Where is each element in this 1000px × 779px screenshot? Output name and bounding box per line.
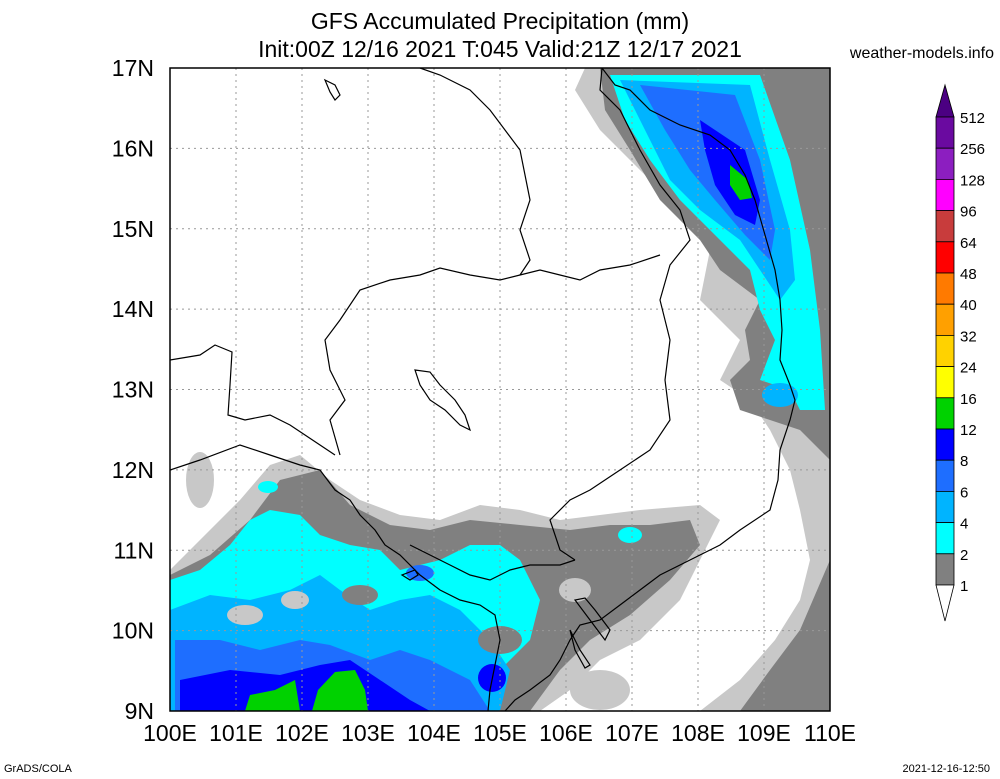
- legend-label: 12: [960, 422, 977, 439]
- title-line-1: GFS Accumulated Precipitation (mm): [310, 8, 690, 34]
- lon-tick-label: 107E: [605, 720, 659, 746]
- lat-tick-label: 9N: [125, 698, 154, 724]
- legend-label: 128: [960, 172, 985, 189]
- precip-area-16mm-coast: [730, 165, 752, 200]
- border-laos-thailand: [419, 68, 531, 276]
- coastline-vietnam-central: [504, 68, 796, 711]
- map-grid: [170, 68, 830, 711]
- legend-swatch: [935, 428, 955, 461]
- footer-timestamp: 2021-12-16-12:50: [902, 763, 990, 775]
- precip-patch-gray-3: [342, 585, 378, 605]
- legend-swatch: [935, 210, 955, 243]
- legend-label: 40: [960, 297, 977, 314]
- legend-swatch: [935, 178, 955, 211]
- legend-label: 4: [960, 516, 968, 533]
- lon-tick-label: 109E: [737, 720, 791, 746]
- legend-label: 256: [960, 141, 985, 158]
- legend-label: 6: [960, 484, 968, 501]
- legend-swatch: [935, 147, 955, 180]
- lon-tick-label: 104E: [407, 720, 461, 746]
- legend-swatch: [935, 241, 955, 274]
- legend-label: 32: [960, 328, 977, 345]
- coastline-mekong-delta: [573, 597, 611, 642]
- legend-label: 1: [960, 578, 968, 595]
- precip-patch-gray-7: [570, 670, 630, 710]
- island-north-lake: [323, 78, 341, 101]
- border-thailand-west: [170, 344, 336, 456]
- legend-top-arrow: [935, 83, 955, 118]
- legend-label: 512: [960, 110, 985, 127]
- map-boundaries: [170, 68, 796, 711]
- lat-tick-label: 11N: [114, 537, 155, 563]
- lon-tick-label: 103E: [341, 720, 395, 746]
- lat-tick-label: 14N: [112, 296, 154, 322]
- legend-label: 48: [960, 266, 977, 283]
- legend-swatch: [935, 553, 955, 586]
- lon-tick-label: 108E: [671, 720, 725, 746]
- legend-label: 64: [960, 235, 977, 252]
- precip-patch-gray-6: [559, 578, 591, 602]
- precip-patch-cyan-2: [618, 527, 642, 543]
- lat-tick-label: 10N: [112, 618, 154, 644]
- legend-swatch: [935, 490, 955, 523]
- border-laos-vietnam: [549, 68, 691, 561]
- latitude-labels: 17N 16N 15N 14N 13N 12N 11N 10N 9N: [112, 55, 154, 724]
- lat-tick-label: 16N: [112, 135, 154, 161]
- lon-tick-label: 100E: [143, 720, 197, 746]
- border-cambodia-vietnam: [409, 544, 576, 581]
- island-mekong-fork: [569, 629, 591, 669]
- legend-swatch: [935, 522, 955, 555]
- legend-swatch: [935, 334, 955, 367]
- legend-label: 2: [960, 547, 968, 564]
- border-thailand-cambodia: [324, 254, 661, 456]
- legend-swatch: [935, 116, 955, 149]
- legend-label: 24: [960, 360, 977, 377]
- precip-area-16mm-center: [312, 670, 368, 711]
- legend-label: 16: [960, 391, 977, 408]
- legend-label: 8: [960, 453, 968, 470]
- site-credit: weather-models.info: [849, 45, 994, 62]
- legend-swatch: [935, 397, 955, 430]
- lat-tick-label: 12N: [112, 457, 154, 483]
- legend-swatch: [935, 366, 955, 399]
- precip-patch-cyan-1: [258, 481, 278, 493]
- lat-tick-label: 15N: [112, 216, 154, 242]
- legend-label: 96: [960, 204, 977, 221]
- plot-frame: [169, 67, 831, 712]
- precip-shading: [170, 68, 830, 711]
- precip-area-2mm-east-south: [740, 560, 830, 711]
- precip-patch-gray-1: [227, 605, 263, 625]
- legend-swatch: [935, 303, 955, 336]
- precip-area-6mm-south-coast: [762, 383, 798, 407]
- lat-tick-label: 13N: [112, 377, 154, 403]
- lon-tick-label: 101E: [209, 720, 263, 746]
- island-phu-quoc: [400, 569, 419, 581]
- precip-area-16mm-west: [245, 680, 300, 711]
- legend-swatch: [935, 272, 955, 305]
- title-line-2: Init:00Z 12/16 2021 T:045 Valid:21Z 12/1…: [258, 36, 742, 62]
- precip-patch-gray-4: [186, 452, 214, 508]
- tonle-sap-lake: [414, 369, 472, 432]
- lon-tick-label: 110E: [804, 720, 856, 746]
- lon-tick-label: 105E: [473, 720, 527, 746]
- precip-patch-blue-2: [406, 565, 434, 581]
- precip-patch-gray-2: [281, 591, 309, 609]
- lon-tick-label: 106E: [539, 720, 593, 746]
- coastline-gulf-thailand: [170, 444, 501, 711]
- lat-tick-label: 17N: [112, 55, 154, 81]
- longitude-labels: 100E 101E 102E 103E 104E 105E 106E 107E 108E 109E…: [143, 720, 856, 746]
- lon-tick-label: 102E: [275, 720, 329, 746]
- legend-bottom-arrow: [935, 584, 955, 622]
- legend-swatch: [935, 459, 955, 492]
- footer-grads: GrADS/COLA: [4, 763, 72, 775]
